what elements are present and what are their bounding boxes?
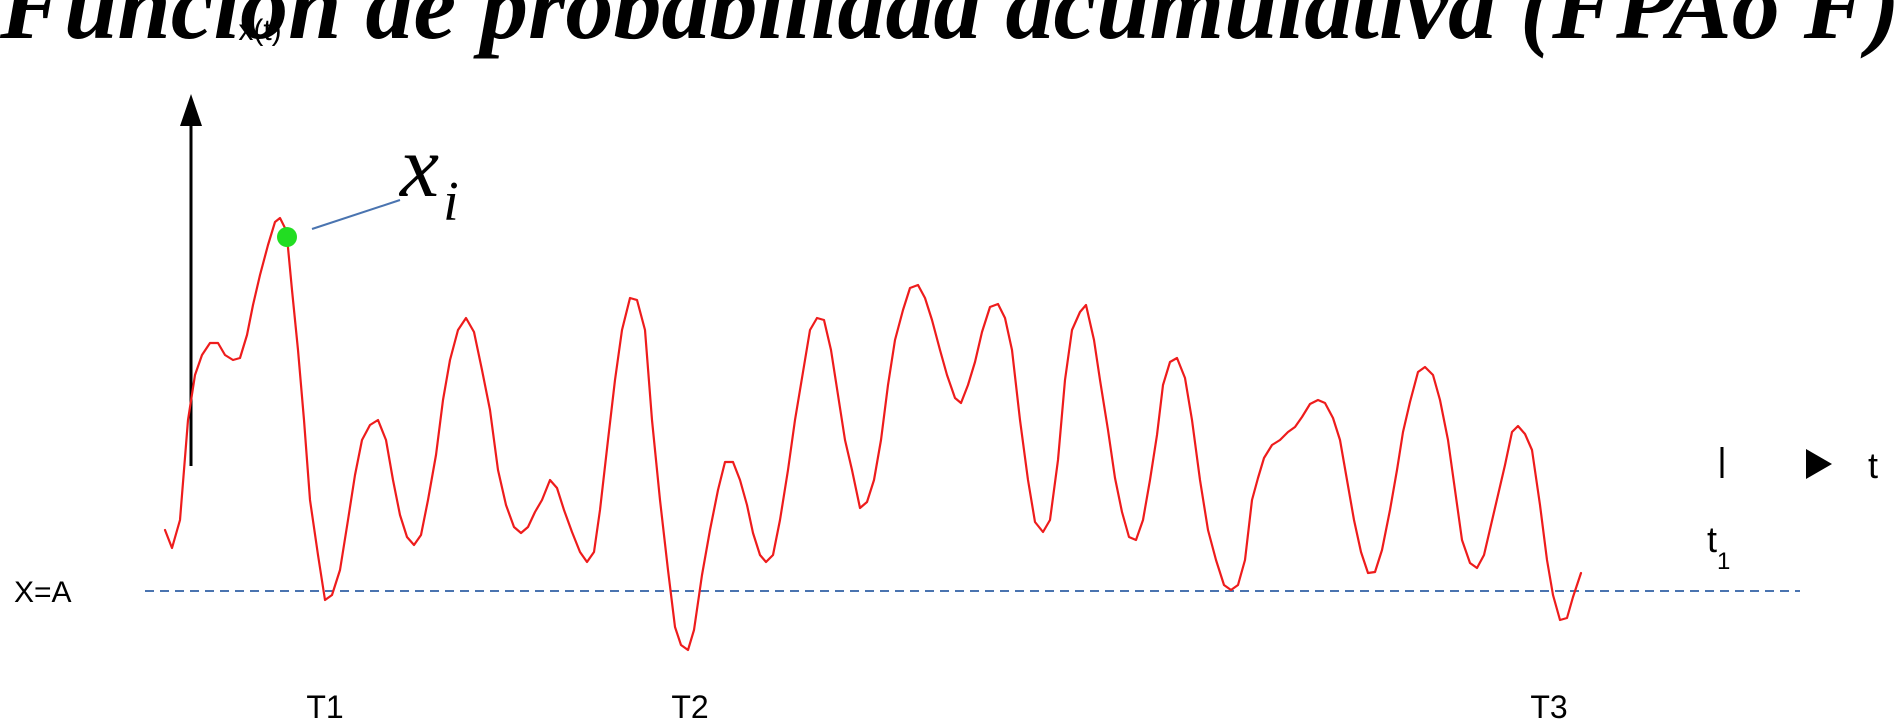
y-axis-arrowhead xyxy=(180,94,202,126)
crossing-label-t1: T1 xyxy=(306,689,343,723)
t1-label: t1 xyxy=(1707,519,1730,575)
t1-label-sub: 1 xyxy=(1717,548,1730,575)
slide-title: Función de probabilidad acumulativa (FPA… xyxy=(0,0,1894,59)
crossing-label-t3: T3 xyxy=(1530,689,1567,723)
threshold-label: X=A xyxy=(14,576,72,609)
sample-label-sub: i xyxy=(443,171,459,233)
sample-point xyxy=(277,227,297,247)
signal-curve xyxy=(163,216,1583,652)
y-axis-label: x(t) xyxy=(238,14,281,47)
crossing-label-t2: T2 xyxy=(671,689,708,723)
sample-label: xi xyxy=(398,119,459,233)
sample-label-base: x xyxy=(398,119,439,216)
sample-leader-line xyxy=(311,199,401,230)
x-axis-label: t xyxy=(1868,445,1878,486)
x-axis-arrowhead xyxy=(1806,449,1832,479)
t1-label-base: t xyxy=(1707,519,1717,560)
